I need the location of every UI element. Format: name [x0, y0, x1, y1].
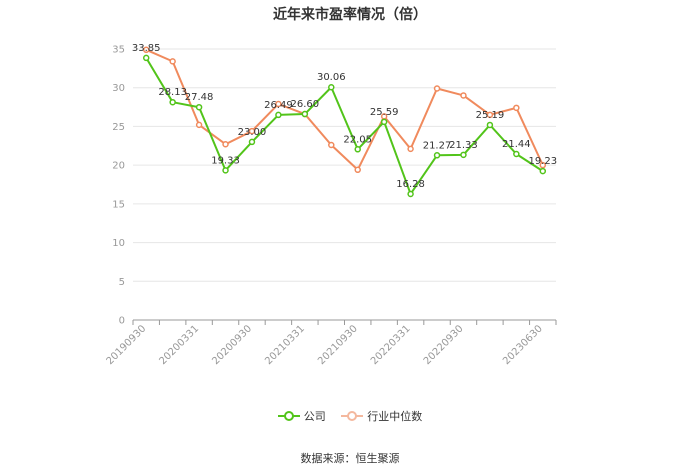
data-point-industry-median: [407, 145, 414, 153]
y-tick-label: 0: [119, 316, 125, 327]
y-tick-label: 5: [119, 277, 125, 288]
y-tick-label: 30: [112, 83, 125, 94]
y-tick-label: 25: [112, 122, 125, 133]
data-point-industry-median: [460, 92, 467, 99]
y-tick-label: 35: [112, 45, 125, 56]
data-point-company: [486, 121, 494, 129]
x-tick-label: 20210331: [263, 323, 307, 367]
data-point-industry-median: [275, 100, 282, 108]
data-label: 30.06: [317, 72, 346, 83]
data-label: 21.33: [449, 140, 478, 151]
chart-title: 近年来市盈率情况（倍）: [273, 7, 427, 23]
data-label: 27.48: [185, 92, 214, 103]
series-line-company: [145, 57, 544, 195]
chart-legend: 公司 行业中位数: [0, 408, 700, 424]
data-point-company: [460, 151, 467, 159]
data-point-industry-median: [169, 58, 176, 65]
data-point-industry-median: [539, 161, 547, 169]
data-label: 25.59: [370, 107, 399, 118]
data-label: 25.19: [476, 110, 505, 121]
legend-label-company: 公司: [303, 410, 326, 423]
data-point-company: [275, 111, 282, 119]
data-label: 23.00: [238, 127, 267, 138]
y-tick-label: 20: [112, 161, 125, 172]
series-line-industry-median: [145, 48, 544, 171]
legend-swatch-industry-median: [341, 411, 364, 421]
x-tick-label: 20210930: [316, 323, 360, 367]
data-label: 21.44: [502, 139, 531, 150]
data-label: 16.28: [396, 179, 425, 190]
data-point-industry-median: [328, 141, 335, 149]
data-point-company: [328, 83, 335, 91]
data-label: 19.33: [211, 155, 240, 166]
data-point-company: [142, 54, 150, 62]
data-label: 22.05: [343, 134, 372, 145]
data-point-company: [169, 98, 176, 106]
data-point-company: [433, 152, 441, 159]
data-point-company: [195, 103, 203, 111]
data-point-company: [354, 146, 361, 153]
legend-label-industry-median: 行业中位数: [367, 410, 423, 423]
data-point-industry-median: [513, 104, 520, 112]
x-tick-label: 20220930: [422, 323, 466, 367]
y-tick-label: 15: [112, 199, 125, 210]
data-point-company: [380, 118, 388, 126]
data-point-industry-median: [222, 140, 229, 148]
data-point-industry-median: [142, 46, 150, 54]
data-point-company: [222, 167, 229, 174]
data-label: 19.23: [528, 156, 557, 167]
x-tick-label: 20190930: [105, 323, 149, 367]
data-label: 26.60: [291, 99, 320, 110]
data-point-industry-median: [486, 111, 494, 119]
x-tick-label: 20220331: [369, 323, 413, 367]
data-point-industry-median: [354, 166, 361, 174]
data-point-industry-median: [248, 127, 256, 135]
legend-item-industry-median[interactable]: 行业中位数: [341, 408, 422, 424]
data-point-company: [407, 190, 414, 198]
data-point-company: [248, 138, 256, 146]
data-point-company: [513, 150, 520, 158]
data-point-company: [301, 110, 309, 118]
legend-swatch-company: [277, 411, 300, 421]
x-tick-label: 20200331: [157, 323, 201, 367]
data-label: 33.85: [132, 43, 161, 54]
legend-item-company[interactable]: 公司: [277, 408, 326, 424]
data-label: 21.27: [423, 140, 452, 151]
data-source: 数据来源：恒生聚源: [300, 452, 400, 465]
data-label: 28.13: [158, 87, 187, 98]
data-point-industry-median: [433, 85, 441, 92]
data-point-industry-median: [195, 121, 203, 129]
y-tick-label: 10: [112, 238, 125, 249]
data-point-company: [539, 167, 547, 175]
x-tick-label: 20200930: [210, 323, 254, 367]
data-label: 26.49: [264, 100, 293, 111]
x-tick-label: 20230630: [501, 323, 545, 367]
